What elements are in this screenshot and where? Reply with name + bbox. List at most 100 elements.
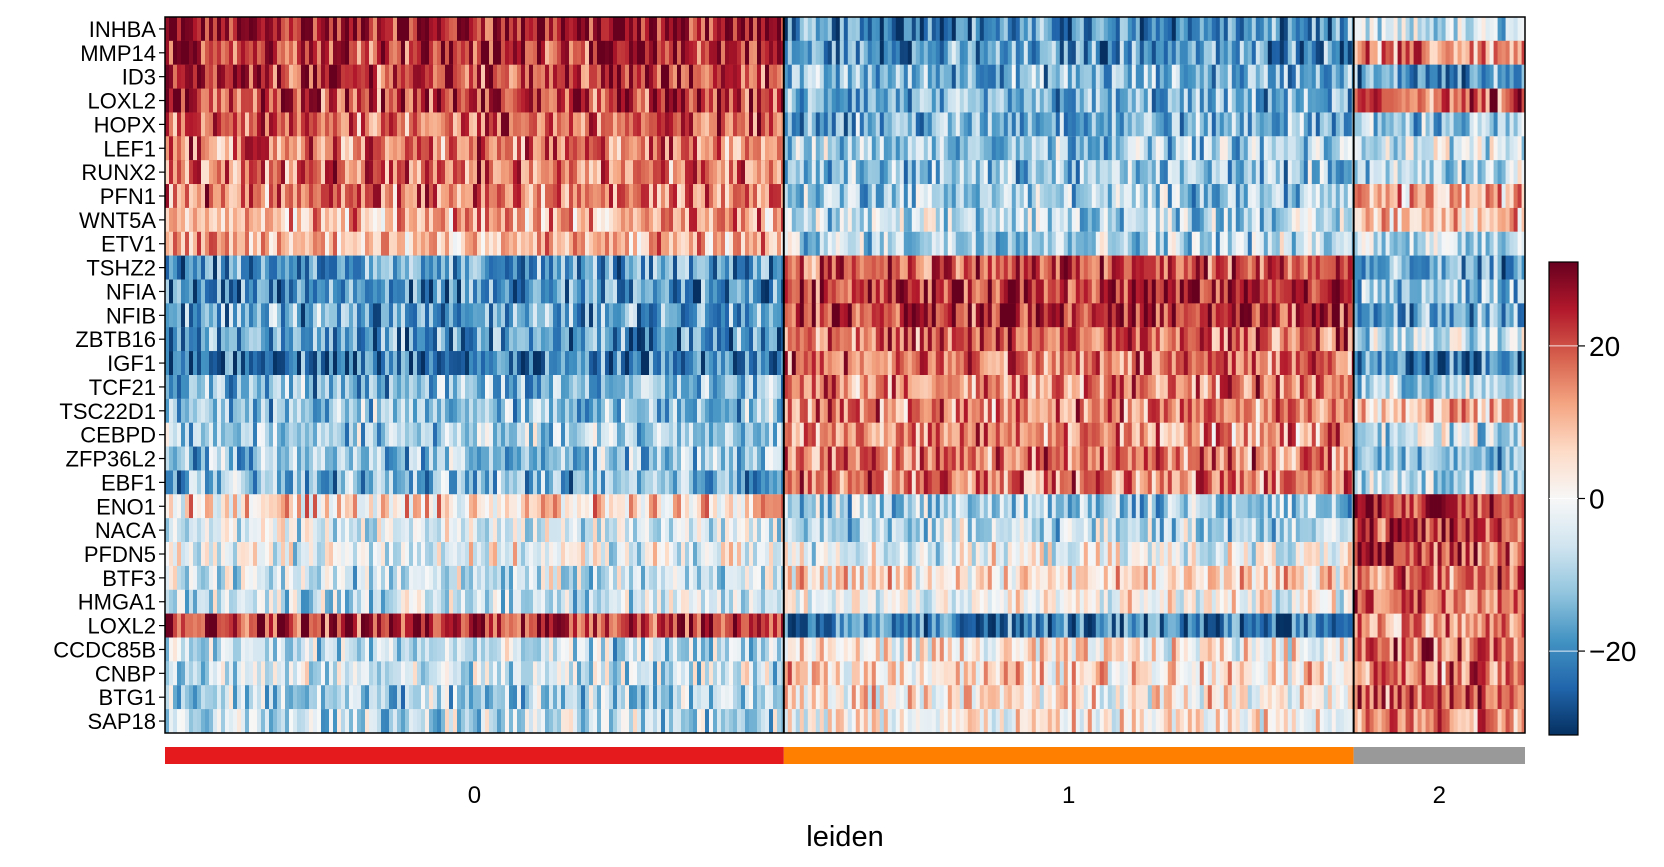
heatmap-cell: [1267, 40, 1273, 66]
heatmap-cell: [485, 327, 490, 352]
heatmap-cell: [1223, 40, 1229, 66]
heatmap-cell: [421, 136, 426, 161]
heatmap-cell: [257, 207, 262, 233]
heatmap-cell: [413, 88, 418, 113]
heatmap-cell: [1143, 327, 1149, 352]
heatmap-cell: [807, 112, 813, 137]
heatmap-cell: [1103, 136, 1109, 161]
heatmap-cell: [1441, 64, 1446, 90]
heatmap-cell: [481, 207, 486, 233]
heatmap-cell: [489, 279, 494, 304]
heatmap-cell: [437, 64, 442, 90]
heatmap-cell: [803, 255, 809, 281]
heatmap-cell: [971, 279, 977, 304]
heatmap-cell: [1445, 88, 1450, 113]
heatmap-cell: [729, 136, 734, 161]
heatmap-cell: [609, 160, 614, 185]
heatmap-cell: [745, 40, 750, 66]
heatmap-cell: [843, 184, 849, 209]
heatmap-cell: [729, 351, 734, 376]
heatmap-cell: [1227, 279, 1233, 304]
heatmap-cell: [369, 40, 374, 66]
heatmap-cell: [465, 303, 470, 328]
heatmap-cell: [481, 255, 486, 281]
heatmap-cell: [749, 160, 754, 185]
heatmap-cell: [1433, 136, 1438, 161]
heatmap-cell: [417, 40, 422, 66]
heatmap-cell: [201, 112, 206, 137]
heatmap-cell: [493, 351, 498, 376]
heatmap-cell: [1409, 327, 1414, 352]
heatmap-cell: [1417, 279, 1422, 304]
heatmap-cell: [677, 112, 682, 137]
heatmap-cell: [1199, 40, 1205, 66]
heatmap-cell: [995, 17, 1001, 42]
heatmap-cell: [1043, 88, 1049, 113]
heatmap-cell: [677, 279, 682, 304]
heatmap-cell: [1485, 17, 1490, 42]
heatmap-cell: [721, 184, 726, 209]
heatmap-cell: [665, 327, 670, 352]
heatmap-cell: [1295, 160, 1301, 185]
heatmap-cell: [1055, 279, 1061, 304]
heatmap-cell: [1393, 279, 1398, 304]
heatmap-cell: [1139, 231, 1145, 257]
heatmap-cell: [389, 327, 394, 352]
heatmap-cell: [1207, 184, 1213, 209]
heatmap-cell: [273, 231, 278, 257]
heatmap-cell: [1067, 112, 1073, 137]
heatmap-cell: [349, 160, 354, 185]
heatmap-cell: [1453, 231, 1458, 257]
heatmap-cell: [1175, 279, 1181, 304]
heatmap-cell: [1501, 40, 1506, 66]
heatmap-cell: [393, 255, 398, 281]
heatmap-cell: [221, 184, 226, 209]
heatmap-cell: [565, 231, 570, 257]
heatmap-cell: [951, 279, 957, 304]
heatmap-cell: [1107, 88, 1113, 113]
heatmap-cell: [903, 17, 909, 42]
heatmap-cell: [943, 40, 949, 66]
heatmap-cell: [297, 112, 302, 137]
heatmap-cell: [1211, 207, 1217, 233]
heatmap-cell: [1417, 40, 1422, 66]
heatmap-cell: [1361, 279, 1366, 304]
heatmap-cell: [309, 231, 314, 257]
heatmap-cell: [979, 303, 985, 328]
heatmap-cell: [409, 88, 414, 113]
heatmap-cell: [987, 207, 993, 233]
heatmap-cell: [461, 207, 466, 233]
heatmap-cell: [265, 112, 270, 137]
heatmap-cell: [597, 207, 602, 233]
heatmap-cell: [1191, 136, 1197, 161]
heatmap-cell: [899, 88, 905, 113]
heatmap-cell: [1019, 136, 1025, 161]
heatmap-cell: [1433, 112, 1438, 137]
heatmap-cell: [581, 17, 586, 42]
heatmap-cell: [185, 303, 190, 328]
heatmap-cell: [477, 112, 482, 137]
heatmap-cell: [713, 279, 718, 304]
heatmap-cell: [903, 40, 909, 66]
heatmap-cell: [753, 303, 758, 328]
heatmap-cell: [289, 184, 294, 209]
heatmap-cell: [1417, 88, 1422, 113]
heatmap-cell: [1501, 327, 1506, 352]
heatmap-cell: [273, 351, 278, 376]
heatmap-cell: [827, 64, 833, 90]
heatmap-cell: [549, 160, 554, 185]
heatmap-cell: [777, 231, 782, 257]
heatmap-cell: [717, 303, 722, 328]
heatmap-cell: [753, 160, 758, 185]
heatmap-cell: [1231, 303, 1237, 328]
heatmap-cell: [951, 136, 957, 161]
heatmap-cell: [1243, 17, 1249, 42]
heatmap-cell: [421, 351, 426, 376]
heatmap-cell: [757, 112, 762, 137]
heatmap-cell: [1517, 279, 1522, 304]
heatmap-cell: [285, 303, 290, 328]
heatmap-cell: [787, 207, 793, 233]
heatmap-cell: [421, 279, 426, 304]
heatmap-cell: [681, 184, 686, 209]
heatmap-cell: [581, 303, 586, 328]
